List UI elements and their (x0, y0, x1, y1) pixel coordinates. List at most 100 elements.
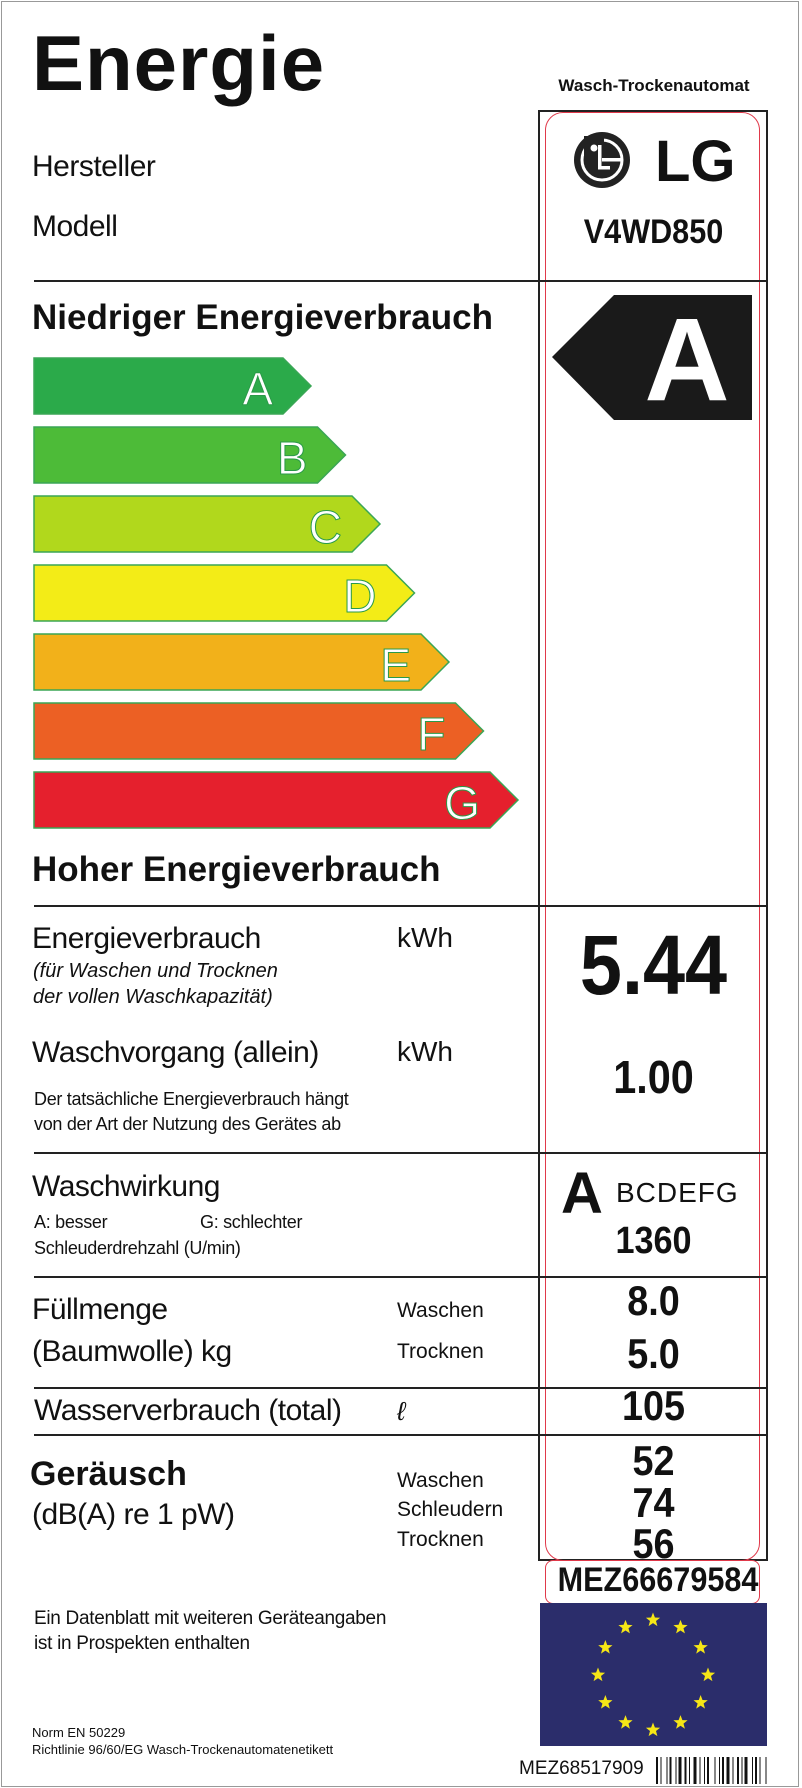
barcode-bar (732, 1757, 734, 1784)
eu-star-icon (645, 1612, 661, 1627)
barcode-bar (714, 1757, 716, 1784)
wash-performance-rating: A (561, 1161, 603, 1226)
eu-star-icon (598, 1640, 613, 1654)
noise-spin-label: Schleudern (397, 1498, 504, 1521)
scale-bottom-label: Hoher Energieverbrauch (32, 850, 441, 889)
lg-logo (572, 128, 732, 197)
energy-class-bar-e: E (33, 633, 451, 692)
capacity-label-2: (Baumwolle) kg (32, 1335, 232, 1368)
barcode-bar (752, 1757, 753, 1784)
barcode-bar (656, 1757, 658, 1784)
barcode-bar (759, 1757, 761, 1784)
energy-value: 5.44 (579, 918, 728, 1012)
barcode-bar (693, 1757, 697, 1784)
energy-class-bar-f: F (33, 702, 485, 761)
energy-class-bar-c: C (33, 495, 382, 554)
wash-better-label: A: besser (34, 1212, 108, 1232)
barcode-bar (744, 1757, 748, 1784)
barcode-bar (726, 1757, 730, 1784)
energy-class-letter: F (417, 708, 445, 760)
energy-class-bar-d: D (33, 564, 416, 623)
eu-flag (540, 1603, 767, 1746)
energy-class-bar-b: B (33, 426, 347, 485)
water-label: Wasserverbrauch (total) (34, 1394, 342, 1427)
model-value: V4WD850 (583, 213, 724, 251)
spin-speed-value: 1360 (615, 1220, 692, 1262)
divider (34, 1152, 766, 1154)
wash-only-note-2: von der Art der Nutzung des Gerätes ab (34, 1114, 341, 1134)
barcode-bar (722, 1757, 724, 1784)
wash-only-unit: kWh (397, 1036, 453, 1067)
model-label: Modell (32, 210, 118, 243)
divider (34, 280, 766, 282)
lg-logo-mark-icon (574, 132, 630, 188)
barcode-bar (666, 1757, 668, 1784)
wash-performance-other-classes: BCDEFG (616, 1177, 739, 1208)
divider (34, 1276, 766, 1278)
rating-arrow (552, 295, 752, 420)
energy-class-letter: D (343, 570, 376, 622)
capacity-label: Füllmenge (32, 1293, 168, 1326)
divider (34, 1387, 766, 1389)
noise-unit-label: (dB(A) re 1 pW) (32, 1498, 235, 1531)
capacity-wash-label: Waschen (397, 1299, 484, 1322)
manufacturer-label: Hersteller (32, 150, 156, 183)
wash-only-value: 1.00 (613, 1051, 694, 1103)
barcode (656, 1757, 767, 1784)
energy-class-letter: B (277, 432, 308, 484)
energy-class-letter: G (444, 777, 480, 829)
wash-performance-label: Waschwirkung (32, 1170, 220, 1203)
capacity-dry-value: 5.0 (627, 1330, 680, 1377)
barcode-bar (719, 1757, 720, 1784)
directive-text: Richtlinie 96/60/EG Wasch-Trockenautomat… (32, 1742, 334, 1757)
eu-star-icon (590, 1667, 606, 1682)
energy-note-1: (für Waschen und Trocknen (33, 960, 278, 982)
divider (34, 1434, 766, 1436)
energy-unit: kWh (397, 922, 453, 953)
noise-wash-value: 52 (632, 1437, 675, 1484)
part-number: MEZ66679584 (557, 1561, 759, 1599)
energy-class-letter: C (309, 501, 342, 553)
energy-class-letter: A (242, 363, 273, 415)
noise-label: Geräusch (30, 1455, 187, 1493)
barcode-bar (741, 1757, 743, 1784)
capacity-dry-label: Trocknen (397, 1340, 484, 1363)
eu-star-icon (673, 1619, 688, 1634)
eu-star-icon (645, 1722, 661, 1737)
barcode-bar (660, 1757, 662, 1784)
energy-class-letter: E (380, 639, 411, 691)
scale-top-label: Niedriger Energieverbrauch (32, 298, 493, 337)
barcode-bar (675, 1757, 677, 1784)
barcode-bar (684, 1757, 687, 1784)
barcode-bar (765, 1757, 767, 1784)
noise-spin-value: 74 (632, 1479, 675, 1526)
appliance-type: Wasch-Trockenautomat (558, 76, 750, 95)
eu-star-icon (618, 1619, 633, 1634)
barcode-bar (689, 1757, 690, 1784)
eu-star-icon (673, 1715, 688, 1729)
energy-class-bar-g: G (33, 771, 520, 830)
eu-star-icon (693, 1695, 708, 1709)
barcode-bar (704, 1757, 705, 1784)
barcode-bar (737, 1757, 739, 1784)
norm-text: Norm EN 50229 (32, 1725, 126, 1740)
manufacturer-value: LG (655, 129, 736, 194)
barcode-bar (707, 1757, 709, 1784)
energy-class-bar-a: A (33, 357, 313, 416)
eu-star-icon (618, 1715, 633, 1729)
barcode-bar (678, 1757, 682, 1784)
datasheet-note-1: Ein Datenblatt mit weiteren Geräteangabe… (34, 1608, 387, 1629)
energy-note-2: der vollen Waschkapazität) (33, 986, 273, 1008)
barcode-text: MEZ68517909 (519, 1758, 644, 1779)
wash-worse-label: G: schlechter (200, 1212, 303, 1232)
eu-star-icon (700, 1667, 716, 1682)
water-unit: ℓ (397, 1396, 406, 1426)
eu-star-icon (598, 1695, 613, 1709)
noise-dry-label: Trocknen (397, 1528, 484, 1551)
wash-only-label: Waschvorgang (allein) (32, 1036, 319, 1069)
barcode-bar (755, 1757, 757, 1784)
label-title: Energie (32, 19, 326, 107)
